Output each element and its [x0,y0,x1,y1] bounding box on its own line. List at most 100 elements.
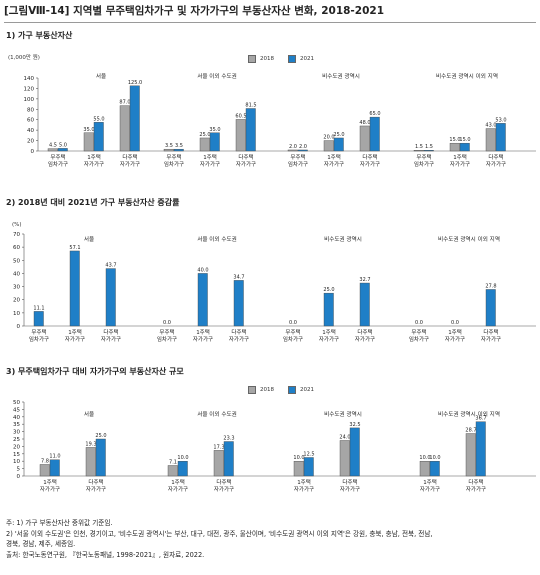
category-label: 무주택 [50,154,65,161]
data-label: 40.0 [197,267,208,273]
y-tick-label: 40 [27,128,34,134]
category-label: 자가가구 [65,335,85,343]
y-tick-label: 30 [13,285,20,291]
category-label: 자가가구 [294,485,314,493]
category-label: 1주택 [327,154,341,161]
category-label: 다주택 [357,328,372,336]
y-tick-label: 40 [13,271,20,277]
bar [429,460,440,477]
bar [413,150,424,152]
bar [129,85,140,152]
data-label: 57.1 [69,245,80,251]
category-label: 자가가구 [481,335,501,343]
category-label: 임차가구 [29,335,49,343]
legend-swatch-2018 [248,386,256,394]
y-tick-label: 10 [13,459,20,465]
data-label: 60.5 [235,113,246,119]
data-label: 10.0 [429,455,440,461]
category-label: 1주택 [87,154,101,161]
section-2-unit: (%) [12,222,22,228]
data-label: 34.7 [233,274,244,280]
data-label: 15.0 [459,137,470,143]
category-label: 임차가구 [414,160,434,168]
bar [475,421,486,477]
data-label: 10.0 [177,455,188,461]
data-label: 0.0 [451,320,459,326]
category-label: 임차가구 [157,335,177,343]
category-label: 무주택 [31,329,46,336]
data-label: 7.8 [41,458,49,464]
category-label: 무주택 [285,329,300,336]
category-label: 다주택 [238,153,253,161]
group-title: 비수도권 광역시 [322,72,360,80]
section-1-legend: 2018 2021 [248,55,314,63]
data-label: 11.1 [33,305,44,311]
category-label: 다주택 [122,153,137,161]
data-label: 32.5 [349,422,360,428]
legend-label-2021: 2021 [300,56,314,62]
data-label: 7.1 [169,459,177,465]
category-label: 자가가구 [486,160,506,168]
y-tick-label: 20 [27,139,34,145]
data-label: 87.0 [119,100,130,106]
bar [49,459,60,477]
category-label: 자가가구 [200,160,220,168]
y-tick-label: 15 [13,452,20,458]
y-tick-label: 30 [13,430,20,436]
bar [223,441,234,477]
data-label: 12.5 [303,452,314,458]
data-label: 10.0 [419,455,430,461]
section-1-title: 1) 가구 부동산자산 [6,31,73,40]
legend-swatch-2021 [288,386,296,394]
category-label: 1주택 [453,154,467,161]
category-label: 자가가구 [360,160,380,168]
group-title: 비수도권 광역시 이외 지역 [438,235,500,243]
note-source: 출처: 한국노동연구원, 『한국노동패널, 1998-2021』, 원자료, 2… [6,550,205,559]
section-3-title: 3) 무주택임차가구 대비 자가가구의 부동산자산 규모 [6,367,184,376]
category-label: 1주택 [196,329,210,336]
data-label: 35.0 [83,127,94,133]
data-label: 23.3 [223,436,234,442]
category-label: 다주택 [468,478,483,486]
category-label: 자가가구 [168,485,188,493]
bar [235,119,246,152]
data-label: 17.3 [213,444,224,450]
y-tick-label: 70 [13,232,20,238]
category-label: 다주택 [342,478,357,486]
section-3-legend: 2018 2021 [248,386,314,394]
bar [209,132,220,152]
y-tick-label: 50 [13,400,20,406]
category-label: 1주택 [322,329,336,336]
category-label: 다주택 [88,478,103,486]
category-label: 임차가구 [164,160,184,168]
data-label: 5.0 [59,142,67,148]
y-tick-label: 25 [13,437,20,443]
y-tick-label: 20 [13,298,20,304]
category-label: 자가가구 [214,485,234,493]
bar [57,148,68,152]
category-label: 임차가구 [409,335,429,343]
bar [359,125,370,152]
category-label: 무주택 [166,154,181,161]
category-label: 자가가구 [84,160,104,168]
y-tick-label: 100 [24,97,35,103]
group-title: 서울 이외 수도권 [197,235,237,243]
bar [423,150,434,152]
title-divider [4,22,536,23]
group-title: 비수도권 광역시 [324,235,362,243]
bar [333,137,344,152]
data-label: 24.0 [339,434,350,440]
category-label: 자가가구 [86,485,106,493]
category-label: 자가가구 [120,160,140,168]
data-label: 25.0 [95,433,106,439]
section-2-title: 2) 2018년 대비 2021년 가구 부동산자산 증감률 [6,198,180,207]
bar [173,148,184,152]
bar [287,149,298,152]
section-1-unit: (1,000만 원) [8,55,40,61]
data-label: 2.0 [289,144,297,150]
legend-swatch-2018 [248,55,256,63]
group-title: 서울 이외 수도권 [197,72,237,80]
category-label: 임차가구 [288,160,308,168]
bar [293,460,304,477]
y-tick-label: 60 [27,118,34,124]
